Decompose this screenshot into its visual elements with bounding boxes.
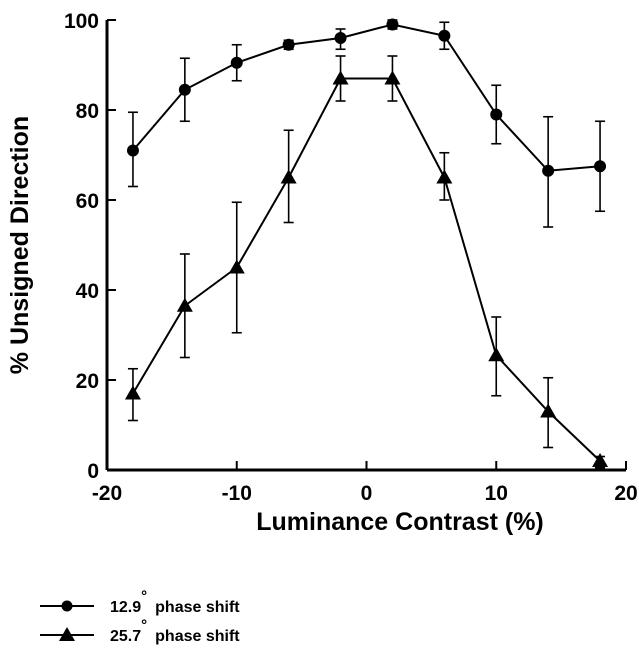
y-axis-title: % Unsigned Direction xyxy=(6,116,34,374)
series-lines xyxy=(132,23,601,462)
data-point-triangle xyxy=(540,403,557,418)
y-tick-label: 80 xyxy=(76,100,99,123)
data-point-circle xyxy=(178,83,191,96)
y-tick-label: 40 xyxy=(76,280,99,303)
data-point-triangle xyxy=(124,385,141,400)
y-tick-label: 60 xyxy=(76,190,99,213)
legend-item-triangle: 25.7°phase shift xyxy=(40,617,240,645)
data-point-circle xyxy=(230,56,243,69)
legend-circle-marker xyxy=(61,600,73,612)
data-point-circle xyxy=(386,18,399,31)
legend-label-1: 12.9°phase shift xyxy=(110,588,240,616)
legend-item-circle: 12.9°phase shift xyxy=(40,588,240,616)
x-ticks: -20 -10 0 10 20 xyxy=(92,461,638,505)
x-tick-label: 20 xyxy=(614,482,637,505)
data-point-triangle xyxy=(488,347,505,362)
x-tick-label: 10 xyxy=(485,482,508,505)
data-point-circle xyxy=(490,108,503,121)
data-point-circle xyxy=(594,160,607,173)
data-point-circle xyxy=(542,164,555,177)
y-tick-label: 0 xyxy=(87,460,99,483)
y-tick-label: 100 xyxy=(64,10,99,33)
data-point-triangle xyxy=(176,297,193,312)
x-tick-label: -10 xyxy=(222,482,252,505)
error-bars xyxy=(127,19,606,469)
y-ticks: 0 20 40 60 80 100 xyxy=(64,10,116,483)
data-point-triangle xyxy=(436,169,453,184)
series-line-triangle xyxy=(132,77,601,462)
y-tick-label: 20 xyxy=(76,370,99,393)
data-markers xyxy=(124,18,609,467)
data-point-circle xyxy=(334,32,347,44)
data-point-circle xyxy=(282,38,295,51)
legend-triangle-marker xyxy=(59,627,75,641)
legend-label-2: 25.7°phase shift xyxy=(110,617,240,645)
data-point-circle xyxy=(438,29,451,42)
x-axis-title: Luminance Contrast (%) xyxy=(256,508,544,536)
data-point-triangle xyxy=(332,70,349,85)
series-line-circle xyxy=(132,23,601,172)
data-point-triangle xyxy=(280,169,297,184)
data-point-triangle xyxy=(592,453,609,467)
data-point-triangle xyxy=(228,259,245,274)
x-tick-label: -20 xyxy=(92,482,122,505)
data-point-triangle xyxy=(384,70,401,85)
legend: 12.9°phase shift 25.7°phase shift xyxy=(40,588,240,645)
x-tick-label: 0 xyxy=(361,482,373,505)
data-point-circle xyxy=(126,144,139,157)
